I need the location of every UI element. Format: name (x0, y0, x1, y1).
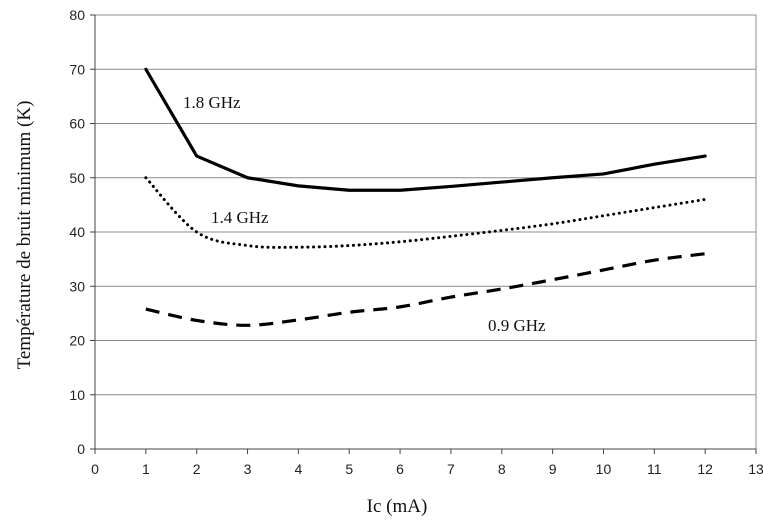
y-tick-label: 0 (77, 441, 85, 457)
y-tick-label: 10 (69, 387, 85, 403)
x-axis-title: Ic (mA) (367, 496, 428, 517)
y-tick-label: 50 (69, 170, 85, 186)
x-tick-label: 4 (294, 461, 302, 477)
x-tick-label: 0 (91, 461, 99, 477)
y-axis-title: Température de bruit minimum (K) (14, 101, 35, 370)
x-tick-label: 13 (748, 461, 763, 477)
series-lines (144, 67, 707, 327)
x-tick-label: 12 (697, 461, 713, 477)
y-tick-label: 30 (69, 278, 85, 294)
series-label: 1.8 GHz (183, 93, 241, 112)
gridlines (95, 14, 756, 396)
series-line-0-9-ghz (145, 252, 706, 327)
y-tick-label: 80 (69, 7, 85, 23)
y-tick-label: 70 (69, 61, 85, 77)
x-tick-label: 11 (647, 461, 662, 477)
series-label: 1.4 GHz (211, 208, 269, 227)
x-tick-label: 1 (142, 461, 150, 477)
series-line-1-4-ghz (144, 176, 707, 249)
series-label: 0.9 GHz (488, 316, 546, 335)
y-tick-label: 40 (69, 224, 85, 240)
series-line-1-8-ghz (144, 67, 707, 192)
y-tick-label: 60 (69, 116, 85, 132)
x-tick-label: 7 (447, 461, 455, 477)
y-tick-label: 20 (69, 333, 85, 349)
x-tick-label: 2 (193, 461, 201, 477)
x-tick-label: 8 (498, 461, 506, 477)
x-tick-label: 3 (244, 461, 252, 477)
x-tick-label: 5 (345, 461, 353, 477)
x-tick-label: 10 (596, 461, 612, 477)
series-labels: 1.8 GHz 1.4 GHz 0.9 GHz (183, 93, 546, 335)
x-tick-label: 6 (396, 461, 404, 477)
x-tick-label: 9 (549, 461, 557, 477)
